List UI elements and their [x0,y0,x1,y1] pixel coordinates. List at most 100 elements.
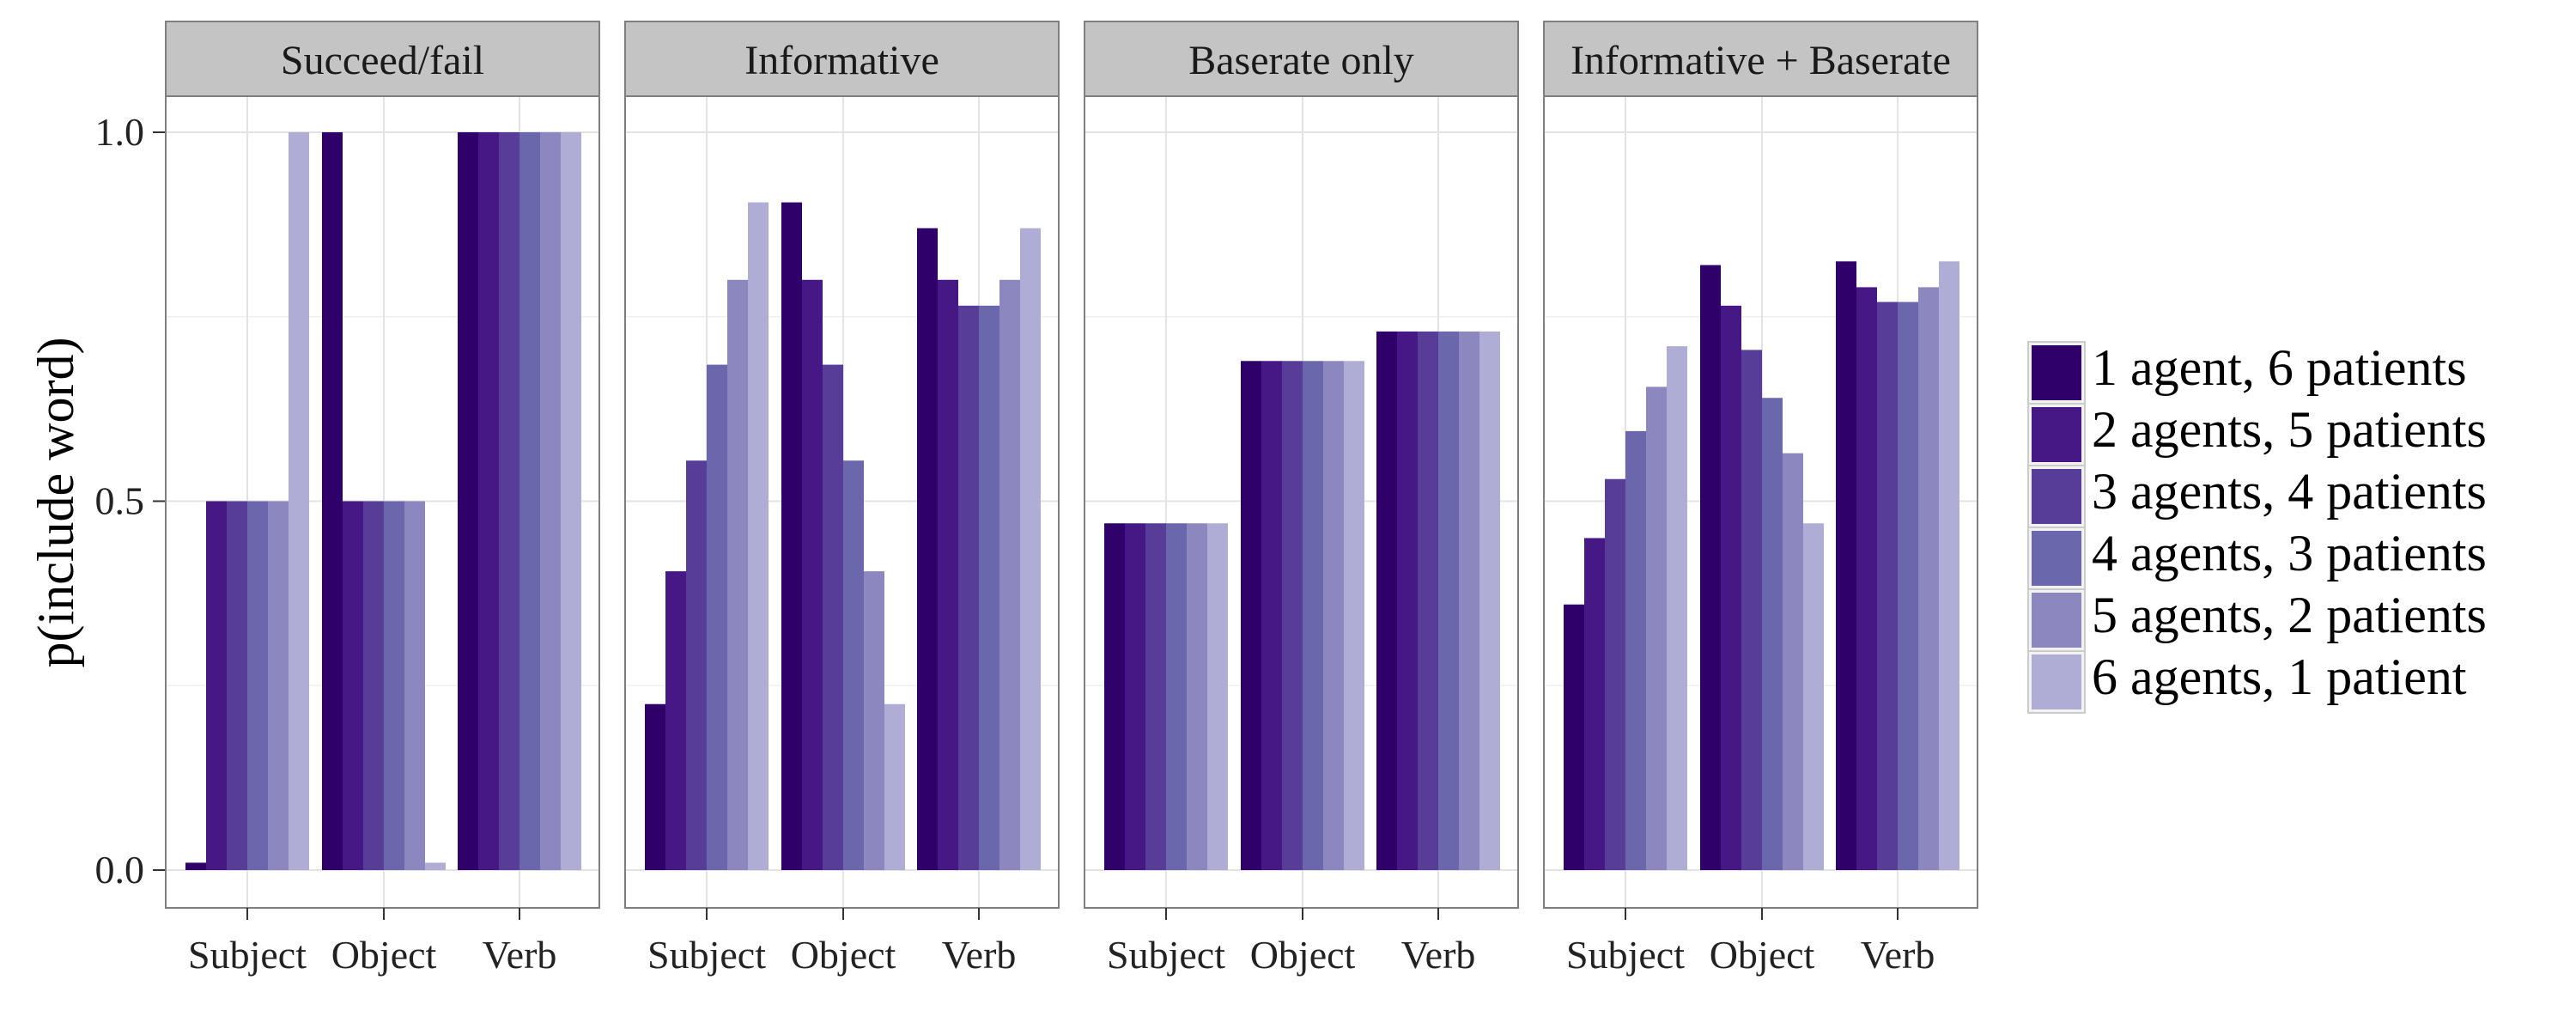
facet-strip [165,21,600,97]
x-tick-label: Verb [483,933,557,977]
x-tick-label: Object [1710,933,1815,977]
bar [1939,261,1959,870]
bar [707,364,727,871]
bar [938,279,958,870]
y-tick-label: 0.5 [95,479,145,523]
bar [540,132,561,870]
bar [1303,361,1323,870]
bar [1877,301,1898,870]
legend-label: 6 agents, 1 patient [2092,648,2467,705]
bar [999,279,1020,870]
bar [1646,387,1667,871]
bar [1584,538,1605,870]
bar [1625,430,1646,870]
bar [1459,331,1479,870]
bar [884,703,905,870]
bar [958,305,979,870]
x-tick-label: Object [791,933,896,977]
x-tick-label: Object [1250,933,1356,977]
bar [1125,523,1145,870]
bar [289,132,309,870]
bar [1721,305,1741,870]
facet-strip [1084,21,1519,97]
bar [384,501,404,870]
x-tick-label: Subject [1566,933,1685,977]
bar [1418,331,1438,870]
legend-key [2032,654,2081,709]
legend-label: 2 agents, 5 patients [2092,401,2487,458]
legend-label: 3 agents, 4 patients [2092,463,2487,520]
bar [519,132,540,870]
bar [686,460,707,870]
bar [823,364,843,871]
legend-key [2032,469,2081,524]
bar [1187,523,1207,870]
bar [1145,523,1166,870]
facet-title: Succeed/fail [281,38,484,83]
bar [1020,228,1041,870]
bar [864,571,884,870]
bar [645,703,665,870]
bar [1667,346,1687,870]
bar [268,501,289,870]
facet-strip [624,21,1060,97]
facet-title: Informative [744,38,939,83]
bar [665,571,686,870]
bar [1741,350,1762,870]
bar [1700,265,1721,870]
y-axis-label: p(include word) [27,338,84,668]
x-tick-label: Subject [1107,933,1225,977]
bar [561,132,581,870]
bar [1323,361,1344,870]
bar [185,862,206,870]
bar [458,132,478,870]
bar [1783,453,1803,870]
legend-key [2032,593,2081,648]
bar [781,202,802,871]
bar [1438,331,1459,870]
bar [1803,523,1824,870]
bar [425,862,446,870]
bar [404,501,425,870]
bar [1856,287,1877,870]
bar [843,460,864,870]
legend-key [2032,345,2081,400]
bar [1376,331,1397,870]
y-tick-label: 0.0 [95,848,145,892]
x-tick-label: Verb [942,933,1017,977]
bar [1166,523,1187,870]
legend-label: 5 agents, 2 patients [2092,587,2487,643]
bar [979,305,999,870]
bar [1898,301,1918,870]
bar [1479,331,1500,870]
x-tick-label: Subject [647,933,766,977]
bar [227,501,247,870]
bar [1241,361,1261,870]
legend-label: 1 agent, 6 patients [2092,339,2467,396]
bar [1564,604,1584,870]
bar [1261,361,1282,870]
legend-key [2032,531,2081,586]
bar [322,132,343,870]
bar [1918,287,1939,870]
legend-key [2032,407,2081,462]
bar [1397,331,1418,870]
bar [1762,398,1783,870]
bar [247,501,268,870]
bar [1104,523,1125,870]
bar [802,279,823,870]
bar [1836,261,1856,870]
x-tick-label: Verb [1861,933,1935,977]
bar [343,501,363,870]
bar [1207,523,1228,870]
facet-title: Informative + Baserate [1571,38,1951,83]
facet-strip [1543,21,1978,97]
bar [499,132,519,870]
bar [748,202,769,871]
bar [478,132,499,870]
bar [1282,361,1303,870]
y-tick-label: 1.0 [95,110,145,154]
x-tick-label: Verb [1401,933,1476,977]
bar [1605,478,1625,870]
